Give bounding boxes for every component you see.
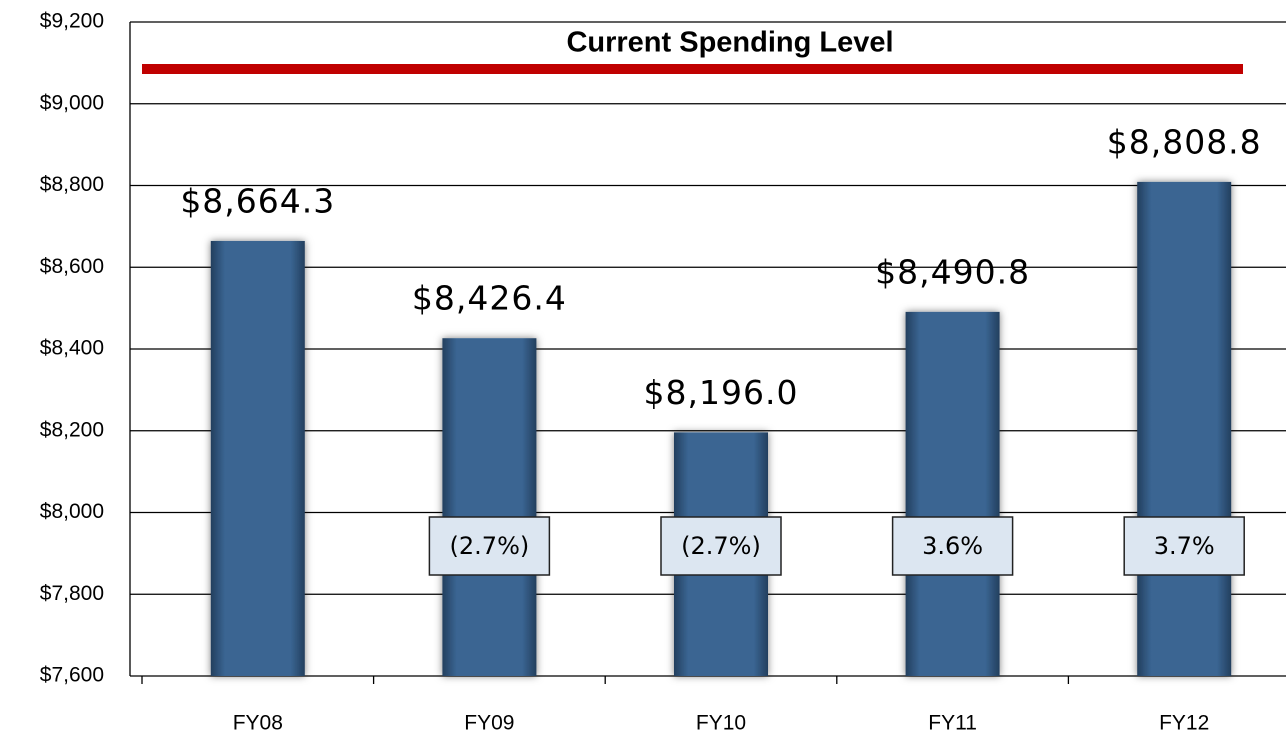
y-tick-label: $9,200 [40, 10, 104, 33]
x-tick-label: FY11 [928, 712, 977, 735]
reference-label: Current Spending Level [566, 27, 893, 59]
bar [442, 338, 537, 676]
y-tick-label: $8,200 [40, 418, 104, 441]
y-tick-label: $7,600 [40, 664, 104, 687]
change-label: (2.7%) [681, 532, 761, 560]
value-label: $8,490.8 [875, 252, 1030, 291]
y-tick-label: $7,800 [40, 582, 104, 605]
value-label: $8,196.0 [644, 373, 799, 412]
value-label: $8,664.3 [180, 181, 335, 220]
x-tick-label: FY12 [1159, 712, 1209, 735]
y-tick-label: $8,600 [40, 255, 104, 278]
value-label: $8,426.4 [412, 279, 567, 318]
change-box [660, 516, 782, 576]
bar [210, 240, 305, 676]
x-tick-label: FY08 [233, 712, 283, 735]
x-tick-label: FY09 [464, 712, 514, 735]
change-box [891, 516, 1014, 576]
change-box [428, 516, 551, 576]
x-tick-label: FY10 [696, 712, 746, 735]
value-label: $8,808.8 [1107, 122, 1262, 161]
y-tick-label: $8,000 [40, 500, 104, 523]
y-tick-label: $9,000 [40, 91, 104, 114]
change-label: (2.7%) [450, 532, 530, 560]
y-tick-label: $8,800 [40, 173, 104, 196]
change-label: 3.6% [922, 532, 983, 560]
change-label: 3.7% [1154, 532, 1215, 560]
y-tick-label: $8,400 [40, 337, 104, 360]
bar [905, 311, 1000, 676]
change-box [1123, 516, 1245, 576]
bar [1137, 181, 1232, 676]
